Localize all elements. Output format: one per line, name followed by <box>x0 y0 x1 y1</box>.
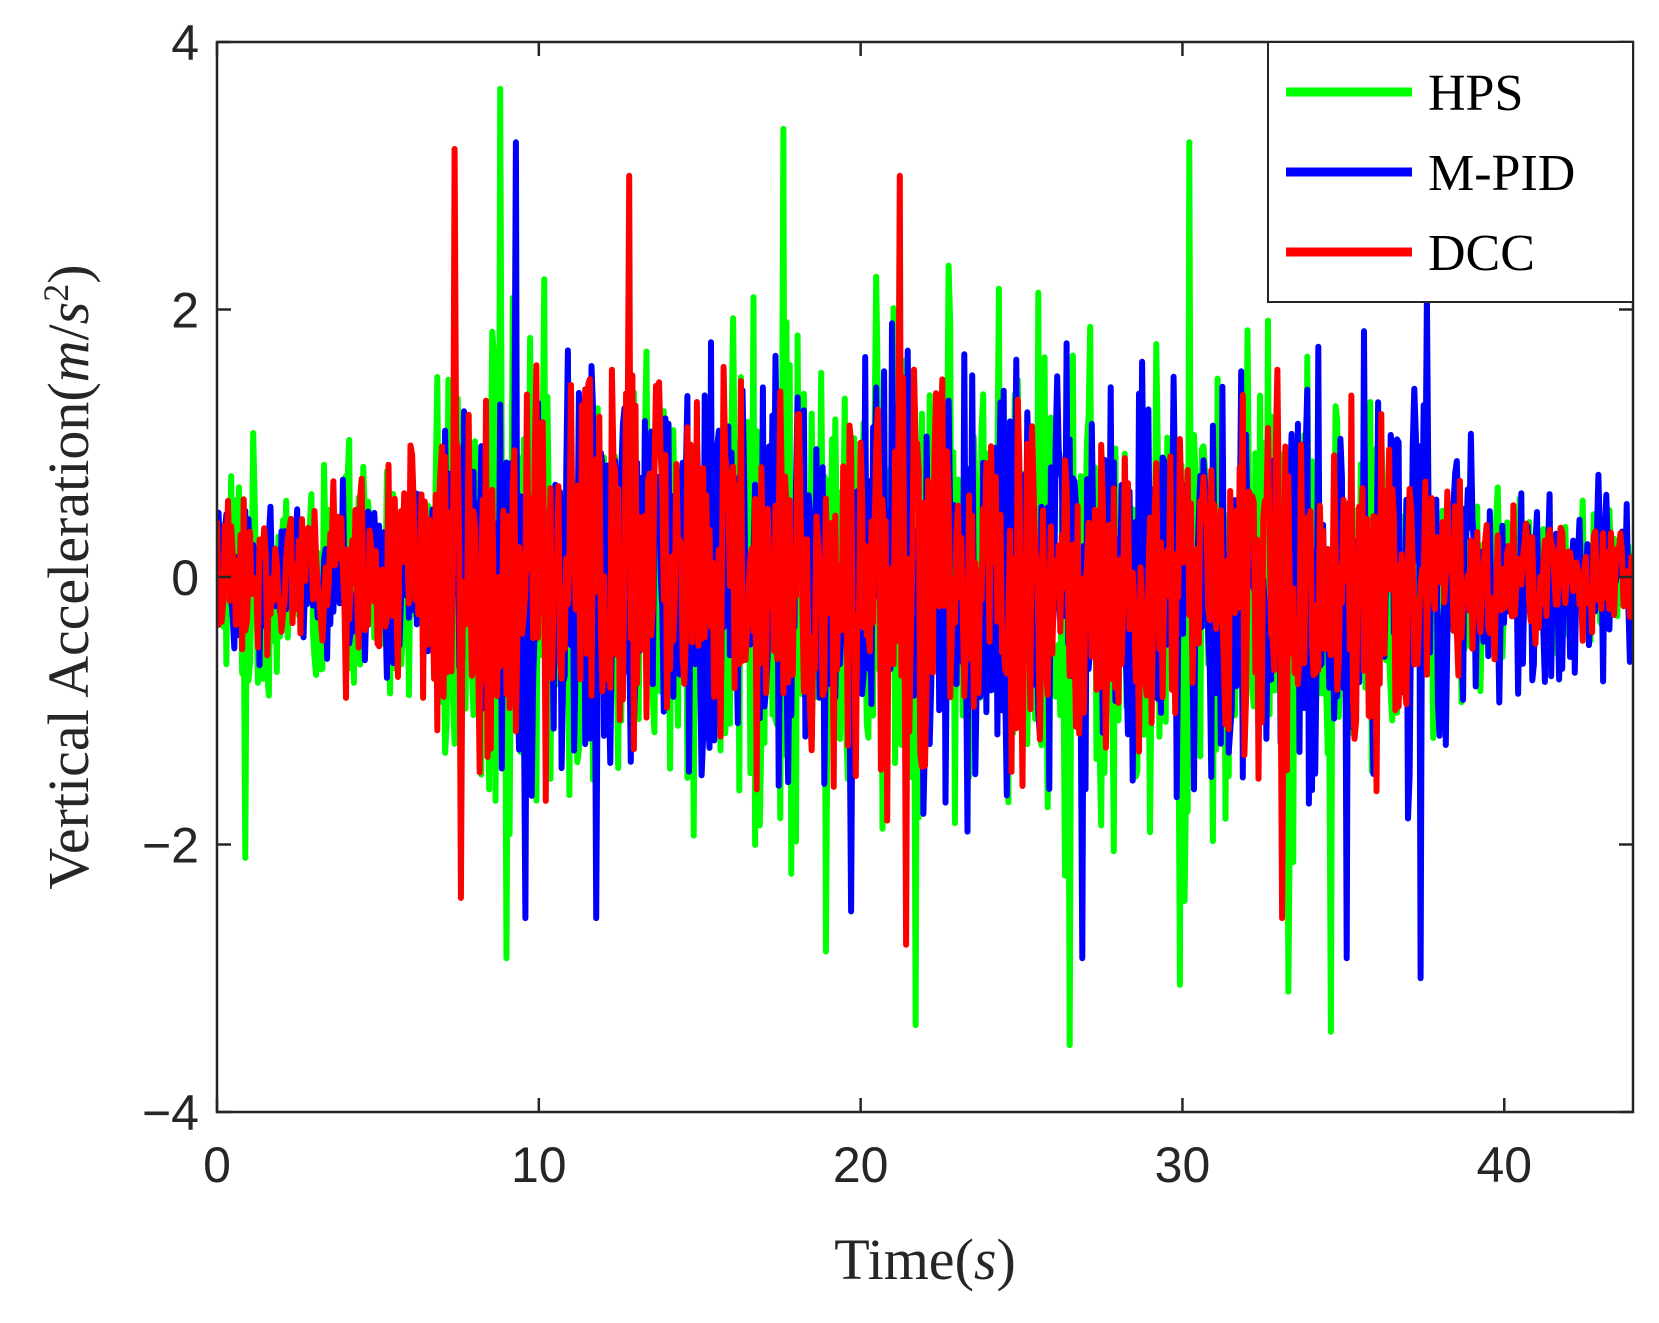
x-tick-label: 20 <box>833 1137 889 1193</box>
y-tick-label: 4 <box>171 15 199 71</box>
y-tick-label: −2 <box>142 818 199 874</box>
series-layer <box>217 85 1633 1049</box>
legend-label-hps: HPS <box>1428 65 1523 122</box>
legend-label-m-pid: M-PID <box>1428 145 1575 202</box>
axes <box>215 40 1635 1114</box>
x-tick-label: 30 <box>1155 1137 1211 1193</box>
x-tick-label: 40 <box>1476 1137 1532 1193</box>
x-axis-label: Time(s) <box>834 1227 1016 1292</box>
y-tick-label: 2 <box>171 283 199 339</box>
y-axis-unit-exp: 2 <box>36 284 76 302</box>
x-axis-unit: s <box>974 1227 997 1292</box>
y-axis-label: Vertical Acceleration(m/s2) <box>36 264 101 889</box>
y-tick-label: 0 <box>171 550 199 606</box>
y-tick-label: −4 <box>142 1085 199 1141</box>
y-axis-label-text: Vertical Acceleration <box>36 402 101 890</box>
x-tick-label: 0 <box>203 1137 231 1193</box>
x-axis-label-text: Time <box>834 1227 954 1292</box>
series-line-dcc <box>217 146 1633 948</box>
y-axis-unit-num: m <box>36 340 101 382</box>
y-axis-unit-den: s <box>36 302 101 325</box>
legend-label-dcc: DCC <box>1428 225 1535 282</box>
x-tick-label: 10 <box>511 1137 567 1193</box>
legend: HPS M-PID DCC <box>1267 41 1634 303</box>
